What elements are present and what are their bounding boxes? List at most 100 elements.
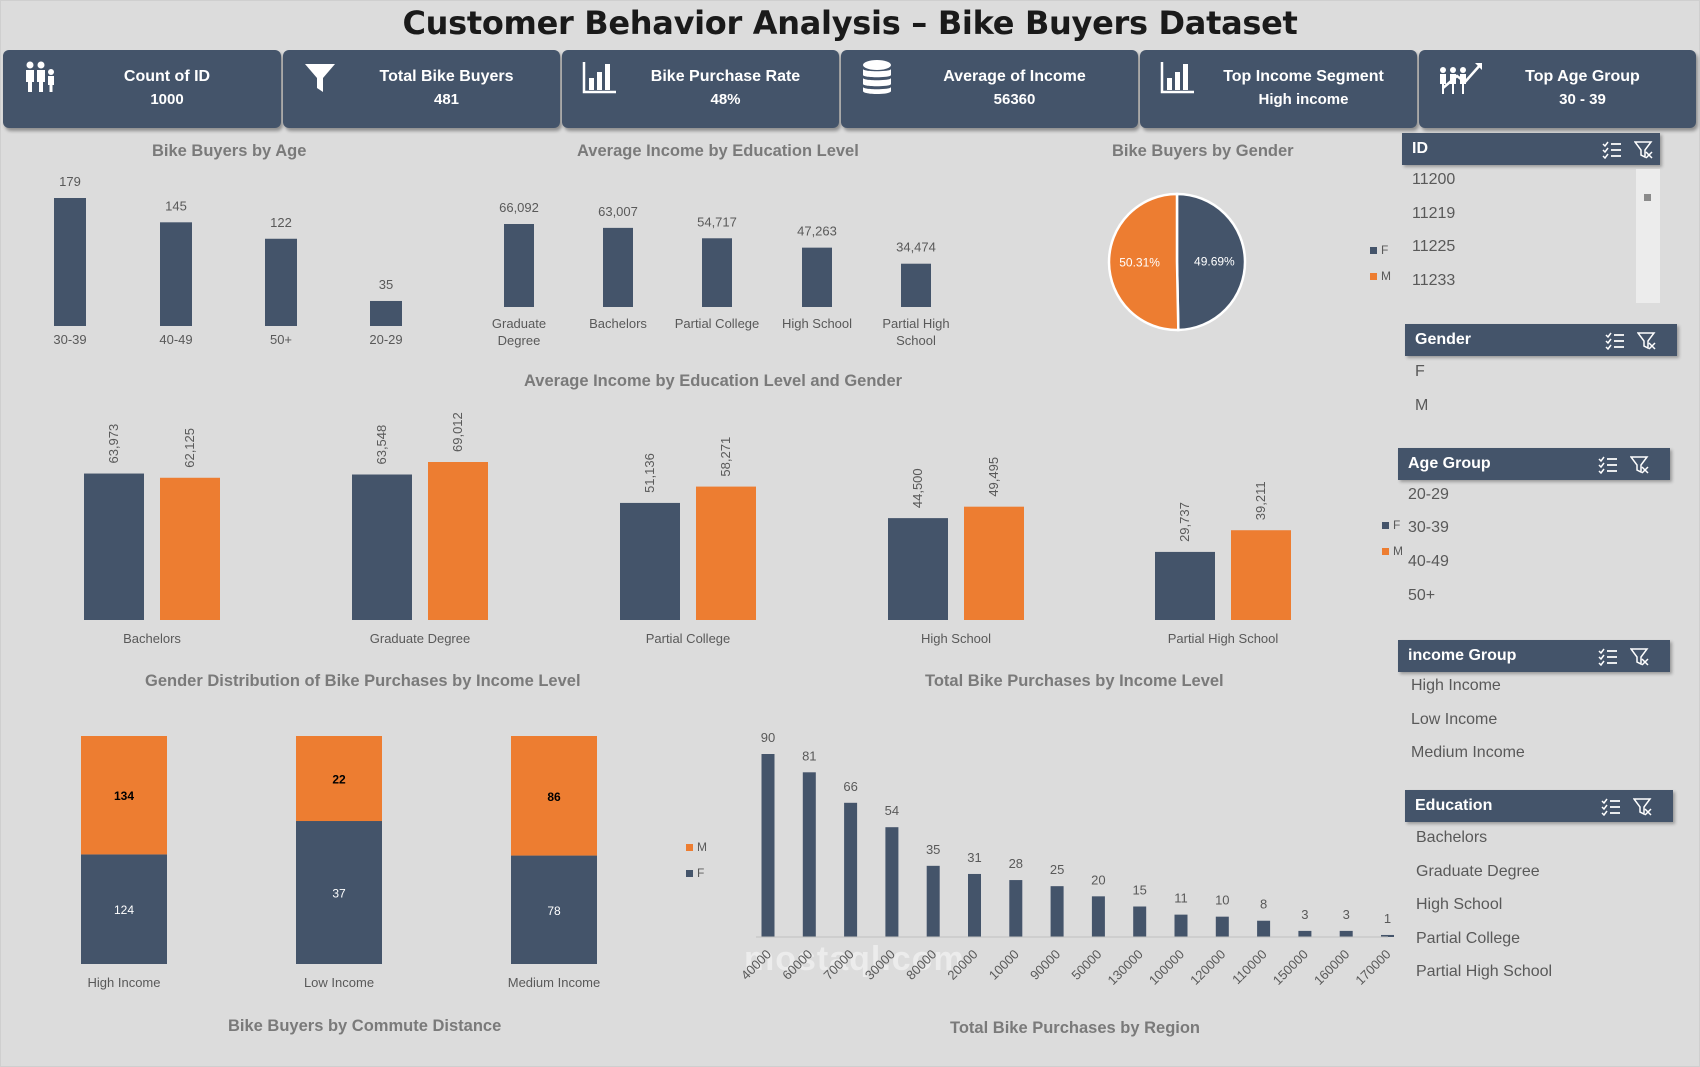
data-label: 86 [547, 790, 561, 804]
tick-label: 30000 [862, 947, 898, 983]
tick-label: 50+ [270, 332, 292, 347]
legend-edu-gender: F M [1382, 518, 1402, 558]
slicer-item-id[interactable]: 11233 [1412, 272, 1456, 289]
kpi-card-segment: Top Income Segment High income [1140, 50, 1417, 128]
bar [603, 227, 633, 307]
slicer-scrollbar[interactable] [1636, 169, 1660, 303]
slicer-item-gender[interactable]: M [1415, 397, 1429, 414]
slicer-item-income-group[interactable]: Low Income [1411, 711, 1498, 728]
slicer-item-age-group[interactable]: 30-39 [1408, 519, 1449, 536]
clear-filter-icon[interactable] [1630, 456, 1650, 474]
slicer-education: Education [1405, 790, 1673, 822]
slicer-item-id[interactable]: 11200 [1412, 171, 1456, 188]
slicer-item-age-group[interactable]: 20-29 [1408, 486, 1449, 503]
slicer-item-education[interactable]: High School [1416, 896, 1503, 913]
tick-label: High School [782, 316, 852, 331]
kpi-value: 30 - 39 [1559, 91, 1606, 108]
data-label: 3 [1343, 907, 1350, 922]
data-label: 51,136 [642, 453, 657, 493]
multi-select-icon[interactable] [1605, 332, 1625, 350]
data-label: 124 [114, 903, 134, 917]
slicer-header: ID [1402, 133, 1660, 165]
slicer-item-gender[interactable]: F [1415, 363, 1425, 380]
slicer-item-age-group[interactable]: 40-49 [1408, 553, 1449, 570]
multi-select-icon[interactable] [1602, 141, 1622, 159]
multi-select-icon[interactable] [1598, 648, 1618, 666]
bar-segment [81, 854, 167, 964]
bar [696, 486, 756, 620]
tick-label: 150000 [1270, 947, 1311, 988]
clear-filter-icon[interactable] [1630, 648, 1650, 666]
slicer-title: Age Group [1408, 455, 1491, 472]
bar [504, 224, 534, 307]
kpi-value: 481 [433, 91, 460, 108]
tick-label: Partial High School [1168, 631, 1279, 646]
slicer-item-education[interactable]: Graduate Degree [1416, 863, 1540, 880]
bar [888, 518, 948, 620]
legend-label: F [1381, 243, 1389, 257]
data-label: 3 [1301, 907, 1308, 922]
multi-select-icon[interactable] [1598, 456, 1618, 474]
bar [1381, 934, 1394, 937]
chart-title-age: Bike Buyers by Age [152, 142, 307, 160]
data-label: 50.31% [1119, 255, 1160, 269]
slicer-item-education[interactable]: Partial High School [1416, 963, 1553, 980]
pie-slice [1107, 192, 1180, 332]
bar [1298, 930, 1312, 937]
data-label: 34,474 [896, 240, 936, 255]
bar-segment [296, 821, 382, 964]
slicer-item-age-group[interactable]: 50+ [1408, 587, 1436, 604]
bar [1339, 930, 1353, 937]
slicer-item-income-group[interactable]: Medium Income [1411, 744, 1525, 761]
data-label: 20 [1091, 872, 1105, 887]
kpi-value: 56360 [993, 91, 1036, 108]
slicer-title: income Group [1408, 647, 1517, 664]
watermark: mostaql.com [744, 940, 965, 978]
tick-label: Low Income [304, 975, 374, 990]
data-label: 44,500 [910, 468, 925, 508]
clear-filter-icon[interactable] [1633, 798, 1653, 816]
scrollbar-thumb[interactable] [1644, 194, 1651, 201]
data-label: 11 [1174, 891, 1188, 906]
slicer-item-id[interactable]: 11219 [1412, 205, 1456, 222]
bar-chart-icon [582, 62, 616, 94]
bar [620, 502, 680, 620]
tick-label: Bachelors [589, 316, 647, 331]
data-label: 69,012 [450, 412, 465, 452]
tick-label: Medium Income [508, 975, 600, 990]
data-label: 66 [843, 779, 857, 794]
slicer-header: Age Group [1398, 448, 1670, 480]
kpi-label: Top Age Group [1525, 68, 1640, 85]
bar [160, 477, 220, 620]
tick-label: 70000 [821, 947, 857, 983]
data-label: 35 [926, 842, 940, 857]
slicer-title: Education [1415, 797, 1493, 814]
data-label: 49,495 [986, 457, 1001, 497]
data-label: 15 [1132, 883, 1146, 898]
bar [1155, 551, 1215, 620]
data-label: 29,737 [1177, 502, 1192, 542]
kpi-label: Top Income Segment [1223, 68, 1384, 85]
tick-label: 60000 [779, 947, 815, 983]
bar [265, 238, 297, 326]
bar [1257, 920, 1271, 937]
slicer-item-id[interactable]: 11225 [1412, 238, 1456, 255]
slicer-item-education[interactable]: Partial College [1416, 930, 1521, 947]
bar [926, 865, 940, 937]
clear-filter-icon[interactable] [1637, 332, 1657, 350]
clear-filter-icon[interactable] [1634, 141, 1654, 159]
data-label: 25 [1050, 862, 1064, 877]
multi-select-icon[interactable] [1601, 798, 1621, 816]
slicer-item-education[interactable]: Bachelors [1416, 829, 1488, 846]
data-label: 37 [332, 887, 346, 901]
slicer-item-income-group[interactable]: High Income [1411, 677, 1501, 694]
data-label: 47,263 [797, 224, 837, 239]
data-label: 8 [1260, 897, 1267, 912]
legend-label: F [1393, 518, 1401, 532]
tick-label: 20000 [944, 947, 980, 983]
tick-label: 10000 [986, 947, 1022, 983]
kpi-value: 48% [710, 91, 741, 108]
bar [702, 238, 732, 307]
kpi-card-age-group: Top Age Group 30 - 39 [1419, 50, 1696, 128]
